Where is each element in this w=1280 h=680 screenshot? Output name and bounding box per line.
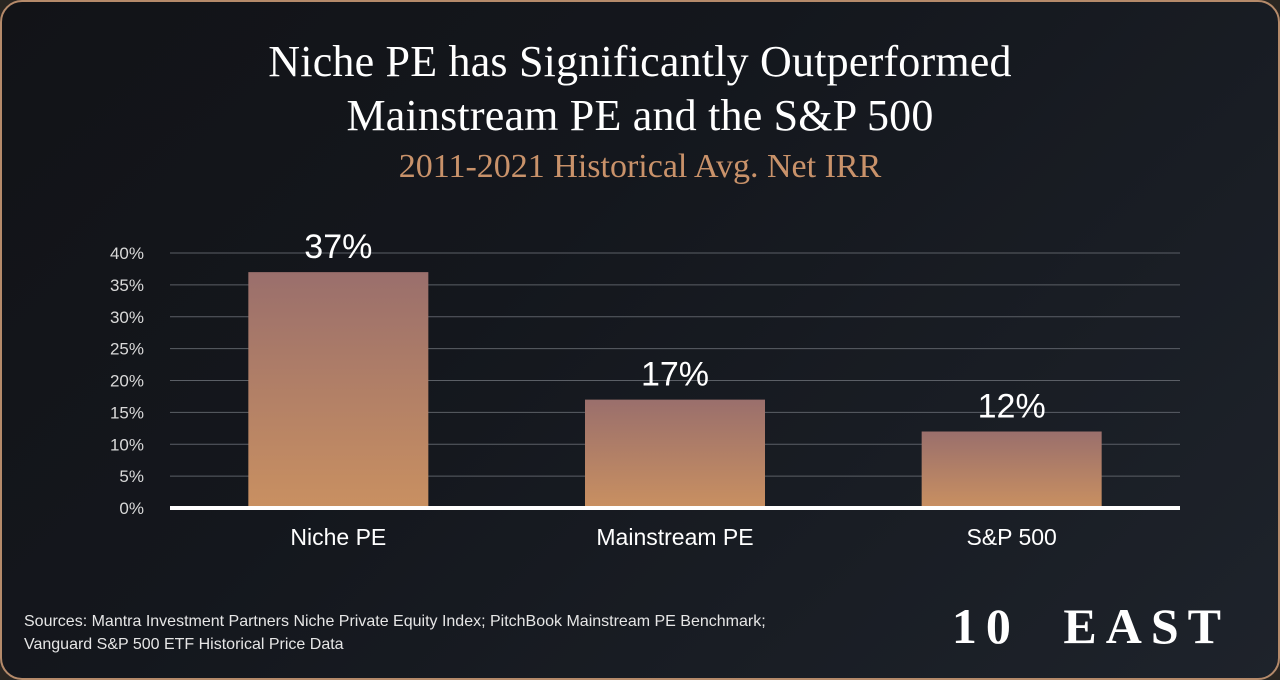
y-tick-label: 5% xyxy=(119,467,144,486)
sources-note: Sources: Mantra Investment Partners Nich… xyxy=(24,610,924,656)
data-label: 17% xyxy=(641,356,709,394)
x-category-label: S&P 500 xyxy=(966,524,1056,550)
bar-s-p-500 xyxy=(921,431,1102,508)
y-tick-label: 35% xyxy=(110,276,144,295)
y-tick-label: 15% xyxy=(110,403,144,422)
y-tick-label: 30% xyxy=(110,308,144,327)
data-label: 12% xyxy=(978,388,1046,426)
x-category-label: Niche PE xyxy=(290,524,386,550)
bar-niche-pe xyxy=(248,272,429,508)
bar-mainstream-pe xyxy=(585,399,765,508)
data-label: 37% xyxy=(304,228,372,266)
chart-title-line-1: Niche PE has Significantly Outperformed xyxy=(268,37,1012,86)
brand-logo: 10 EAST xyxy=(951,598,1230,654)
y-tick-label: 25% xyxy=(110,340,144,359)
chart-subtitle: 2011-2021 Historical Avg. Net IRR xyxy=(398,148,882,185)
chart-title-line-2: Mainstream PE and the S&P 500 xyxy=(346,91,934,140)
y-tick-label: 40% xyxy=(110,244,144,263)
y-tick-label: 20% xyxy=(110,372,144,391)
sources-line-1: Sources: Mantra Investment Partners Nich… xyxy=(24,613,766,630)
sources-line-2: Vanguard S&P 500 ETF Historical Price Da… xyxy=(24,636,344,653)
y-tick-label: 0% xyxy=(119,499,144,518)
x-category-label: Mainstream PE xyxy=(596,524,753,550)
y-tick-label: 10% xyxy=(110,435,144,454)
